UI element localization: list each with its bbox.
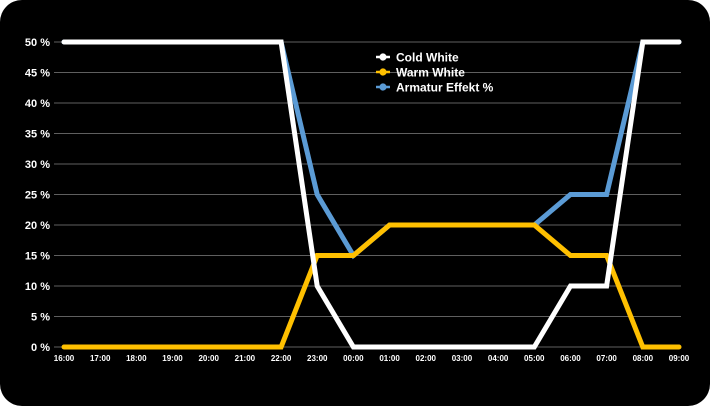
legend-marker-warm-white: [379, 68, 387, 76]
legend-label-cold-white: Cold White: [396, 51, 459, 65]
x-tick-label: 05:00: [524, 354, 545, 363]
x-tick-label: 22:00: [271, 354, 292, 363]
y-tick-label: 10 %: [25, 281, 50, 293]
y-axis-ticks: 0 % 5 % 10 % 15 % 20 % 25 % 30 % 35 % 40 % 45 % 50…: [25, 37, 50, 354]
x-tick-label: 16:00: [54, 354, 75, 363]
x-tick-label: 18:00: [126, 354, 147, 363]
legend-label-warm-white: Warm White: [396, 66, 465, 80]
series-line-armatur-effekt: [61, 39, 682, 260]
legend-label-armatur-effekt: Armatur Effekt %: [396, 81, 494, 95]
y-tick-label: 45 %: [25, 68, 50, 80]
series-line-cold-white: [61, 39, 682, 350]
y-tick-label: 15 %: [25, 251, 50, 263]
y-tick-label: 25 %: [25, 190, 50, 202]
x-tick-label: 20:00: [198, 354, 219, 363]
x-tick-label: 23:00: [307, 354, 328, 363]
x-tick-label: 04:00: [488, 354, 509, 363]
x-tick-label: 07:00: [596, 354, 617, 363]
x-tick-label: 17:00: [90, 354, 111, 363]
x-tick-label: 09:00: [669, 354, 690, 363]
y-tick-label: 20 %: [25, 220, 50, 232]
y-tick-label: 35 %: [25, 129, 50, 141]
y-tick-label: 50 %: [25, 37, 50, 49]
x-tick-label: 01:00: [379, 354, 400, 363]
x-tick-label: 06:00: [560, 354, 581, 363]
x-tick-label: 21:00: [235, 354, 256, 363]
legend-marker-armatur-effekt: [379, 83, 387, 91]
y-tick-label: 40 %: [25, 98, 50, 110]
y-tick-label: 0 %: [31, 342, 50, 354]
y-tick-label: 5 %: [31, 312, 50, 324]
series-line-warm-white: [61, 222, 682, 350]
x-tick-label: 19:00: [162, 354, 183, 363]
y-tick-label: 30 %: [25, 159, 50, 171]
legend-marker-cold-white: [379, 53, 387, 61]
x-axis-ticks: 16:00 17:00 18:00 19:00 20:00 21:00 22:00 23:00…: [54, 354, 690, 363]
x-tick-label: 00:00: [343, 354, 364, 363]
x-tick-label: 08:00: [633, 354, 654, 363]
x-tick-label: 02:00: [416, 354, 437, 363]
series-lines: [61, 39, 682, 350]
x-tick-label: 03:00: [452, 354, 473, 363]
